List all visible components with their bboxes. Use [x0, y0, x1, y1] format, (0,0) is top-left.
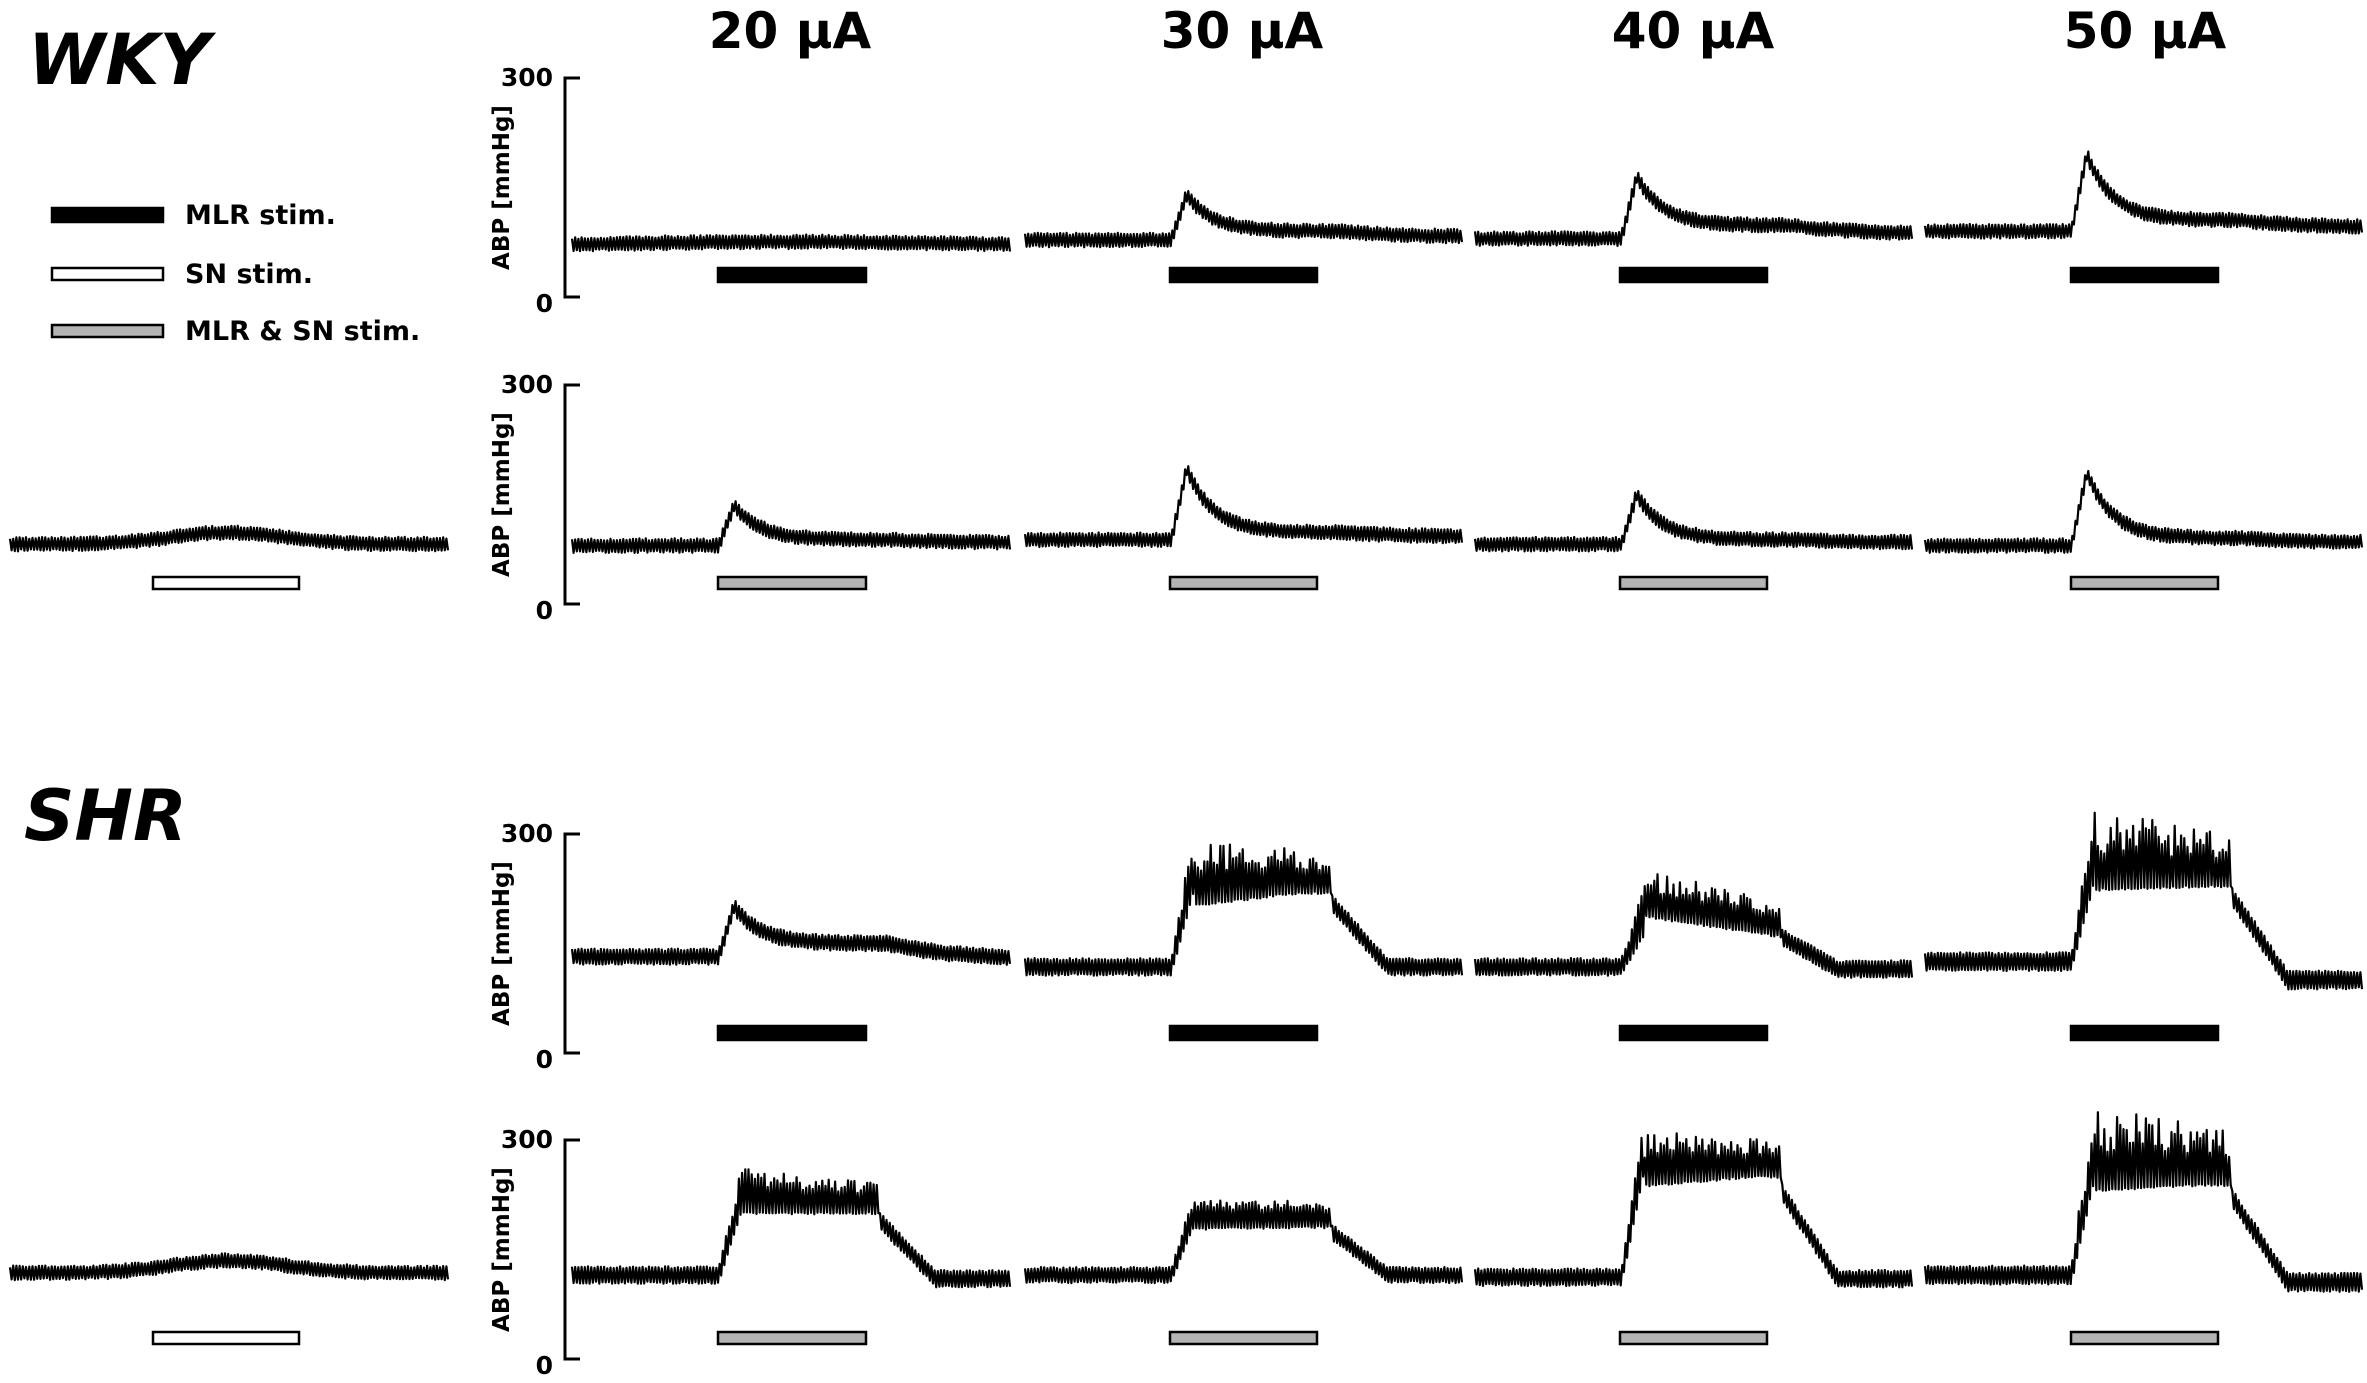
abp-trace-row-1-30ua — [1023, 465, 1464, 549]
stim-bar-row-0-30ua — [1168, 266, 1319, 284]
y-tick-max-row-2: 300 — [501, 819, 553, 848]
y-tick-min-row-2: 0 — [536, 1045, 553, 1074]
abp-trace-sn-row-1 — [8, 524, 450, 553]
legend: MLR stim. SN stim. MLR & SN stim. — [50, 200, 420, 347]
stim-bar-row-0-50ua — [2069, 266, 2220, 284]
group-label-shr: SHR — [24, 775, 187, 857]
abp-trace-row-2-30ua — [1023, 843, 1464, 977]
stim-bar-row-1-50ua — [2069, 575, 2220, 591]
stim-bar-row-0-40ua — [1618, 266, 1769, 284]
stim-bar-row-3-50ua — [2069, 1330, 2220, 1346]
y-axis-row-2 — [563, 832, 580, 1055]
stim-bar-row-3-40ua — [1618, 1330, 1769, 1346]
abp-trace-row-0-20ua — [570, 233, 1012, 253]
current-label-50ua: 50 μA — [2064, 2, 2227, 60]
abp-trace-row-3-20ua — [570, 1168, 1012, 1289]
legend-label-2: MLR & SN stim. — [185, 316, 420, 347]
trace-panels: 300 0 ABP [mmHg] 300 0 ABP [mmHg] 300 0 ABP [mmH… — [8, 63, 2364, 1380]
y-tick-max-row-1: 300 — [501, 370, 553, 399]
y-axis-label-row-0: ABP [mmHg] — [489, 105, 515, 270]
abp-trace-sn-row-3 — [8, 1252, 450, 1282]
figure-labels: WKY SHR 20 μA 30 μA 40 μA 50 μA — [24, 2, 2227, 857]
y-axis-row-0 — [563, 76, 580, 299]
abp-trace-row-3-30ua — [1023, 1199, 1464, 1285]
y-tick-min-row-1: 0 — [536, 596, 553, 625]
legend-swatch-1 — [50, 266, 165, 282]
abp-trace-row-2-20ua — [570, 900, 1012, 966]
stim-bar-row-1-20ua — [716, 575, 868, 591]
current-label-20ua: 20 μA — [709, 2, 872, 60]
abp-trace-row-1-50ua — [1923, 469, 2364, 554]
stim-bar-row-1-40ua — [1618, 575, 1769, 591]
abp-trace-row-0-40ua — [1473, 171, 1914, 247]
y-axis-label-row-2: ABP [mmHg] — [489, 861, 515, 1026]
stim-bar-sn-row-1 — [151, 575, 301, 591]
stim-bar-row-3-20ua — [716, 1330, 868, 1346]
group-label-wky: WKY — [28, 19, 216, 101]
legend-label-1: SN stim. — [185, 259, 313, 290]
abp-trace-row-0-50ua — [1923, 150, 2364, 240]
y-axis-row-1 — [563, 383, 580, 606]
abp-trace-row-2-40ua — [1473, 873, 1914, 979]
stim-bar-row-2-20ua — [716, 1024, 868, 1042]
stim-bar-row-0-20ua — [716, 266, 868, 284]
y-tick-min-row-3: 0 — [536, 1351, 553, 1380]
legend-swatch-0 — [50, 206, 165, 224]
abp-trace-row-2-50ua — [1923, 811, 2364, 991]
y-axis-label-row-1: ABP [mmHg] — [489, 412, 515, 577]
stim-bar-sn-row-3 — [151, 1330, 301, 1346]
current-label-30ua: 30 μA — [1161, 2, 1324, 60]
y-tick-max-row-0: 300 — [501, 63, 553, 92]
y-tick-min-row-0: 0 — [536, 289, 553, 318]
stim-bar-row-2-50ua — [2069, 1024, 2220, 1042]
stim-bar-row-2-30ua — [1168, 1024, 1319, 1042]
abp-trace-row-0-30ua — [1023, 190, 1464, 249]
y-axis-row-3 — [563, 1138, 580, 1361]
current-label-40ua: 40 μA — [1612, 2, 1775, 60]
legend-swatch-2 — [50, 323, 165, 339]
abp-trace-row-3-40ua — [1473, 1132, 1914, 1289]
y-tick-max-row-3: 300 — [501, 1125, 553, 1154]
y-axis-label-row-3: ABP [mmHg] — [489, 1167, 515, 1332]
stim-bar-row-1-30ua — [1168, 575, 1319, 591]
abp-trace-row-1-20ua — [570, 500, 1012, 554]
abp-trace-row-3-50ua — [1923, 1111, 2364, 1293]
abp-trace-row-1-40ua — [1473, 490, 1914, 553]
stim-bar-row-3-30ua — [1168, 1330, 1319, 1346]
stim-bar-row-2-40ua — [1618, 1024, 1769, 1042]
legend-label-0: MLR stim. — [185, 200, 336, 231]
